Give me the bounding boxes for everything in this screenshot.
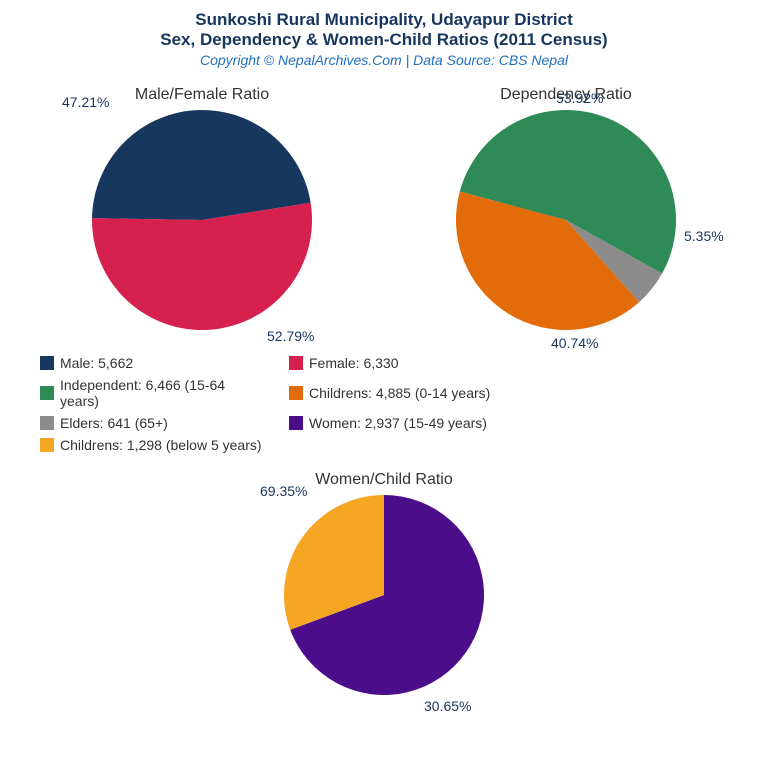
- pie-slice-label: 47.21%: [62, 94, 109, 110]
- pie-slice-label: 69.35%: [260, 483, 307, 499]
- legend-swatch: [289, 386, 303, 400]
- legend-label: Male: 5,662: [60, 355, 133, 371]
- bottom-chart-row: Women/Child Ratio 69.35%30.65%: [20, 471, 748, 700]
- chart3-pie-wrap: 69.35%30.65%: [284, 495, 484, 700]
- title-block: Sunkoshi Rural Municipality, Udayapur Di…: [20, 10, 748, 68]
- legend-swatch: [40, 438, 54, 452]
- chart-container: Sunkoshi Rural Municipality, Udayapur Di…: [0, 0, 768, 768]
- chart-male-female: Male/Female Ratio 47.21%52.79%: [92, 86, 312, 335]
- legend-label: Independent: 6,466 (15-64 years): [60, 377, 265, 409]
- pie-slice-label: 52.79%: [267, 328, 314, 344]
- top-charts-row: Male/Female Ratio 47.21%52.79% Dependenc…: [20, 86, 748, 335]
- legend-item: Childrens: 1,298 (below 5 years): [40, 437, 265, 453]
- legend-swatch: [289, 356, 303, 370]
- chart-dependency: Dependency Ratio 53.92%5.35%40.74%: [456, 86, 676, 335]
- chart3-title: Women/Child Ratio: [315, 471, 453, 489]
- pie-slice-label: 30.65%: [424, 698, 471, 714]
- pie-slice-label: 5.35%: [684, 228, 724, 244]
- chart2-pie: [456, 110, 676, 330]
- legend-label: Childrens: 1,298 (below 5 years): [60, 437, 262, 453]
- legend-label: Female: 6,330: [309, 355, 399, 371]
- legend-item: Childrens: 4,885 (0-14 years): [289, 377, 514, 409]
- legend-item: Male: 5,662: [40, 355, 265, 371]
- legend-label: Elders: 641 (65+): [60, 415, 168, 431]
- chart2-pie-wrap: 53.92%5.35%40.74%: [456, 110, 676, 335]
- pie-slice-label: 53.92%: [556, 90, 603, 106]
- legend-item: Female: 6,330: [289, 355, 514, 371]
- legend-label: Childrens: 4,885 (0-14 years): [309, 385, 490, 401]
- pie-slice-label: 40.74%: [551, 335, 598, 351]
- legend-swatch: [40, 416, 54, 430]
- legend-item: Women: 2,937 (15-49 years): [289, 415, 514, 431]
- title-line1: Sunkoshi Rural Municipality, Udayapur Di…: [20, 10, 748, 30]
- legend-label: Women: 2,937 (15-49 years): [309, 415, 487, 431]
- chart1-pie-wrap: 47.21%52.79%: [92, 110, 312, 335]
- legend-swatch: [289, 416, 303, 430]
- pie-slice: [92, 203, 312, 330]
- chart-women-child: Women/Child Ratio 69.35%30.65%: [284, 471, 484, 700]
- chart3-pie: [284, 495, 484, 695]
- legend-swatch: [40, 386, 54, 400]
- title-line2: Sex, Dependency & Women-Child Ratios (20…: [20, 30, 748, 50]
- pie-slice: [92, 110, 311, 220]
- chart1-title: Male/Female Ratio: [135, 86, 269, 104]
- legend-swatch: [40, 356, 54, 370]
- legend: Male: 5,662 Female: 6,330 Independent: 6,4…: [40, 355, 728, 453]
- legend-item: Elders: 641 (65+): [40, 415, 265, 431]
- subtitle: Copyright © NepalArchives.Com | Data Sou…: [20, 52, 748, 68]
- chart1-pie: [92, 110, 312, 330]
- legend-item: Independent: 6,466 (15-64 years): [40, 377, 265, 409]
